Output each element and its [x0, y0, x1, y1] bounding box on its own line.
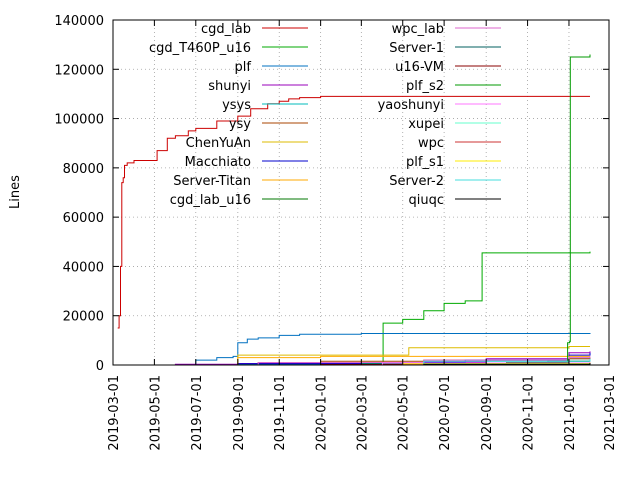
legend-label: yaoshunyi — [378, 98, 444, 113]
x-tick-label: 2020-07-01 — [438, 375, 453, 451]
x-axis-ticks: 2019-03-01 2019-05-01 2019-07-01 2019-09-01… — [107, 20, 618, 451]
series-line-plf — [175, 333, 591, 366]
gridlines — [113, 20, 609, 365]
y-axis-ticks: 0 20000 40000 60000 80000 100000 120000 140000 — [54, 14, 609, 374]
legend-label: plf_s2 — [406, 79, 444, 94]
x-tick-label: 2019-03-01 — [107, 375, 122, 451]
x-tick-label: 2019-09-01 — [232, 375, 247, 451]
y-tick-label: 80000 — [63, 162, 104, 177]
x-tick-label: 2021-01-01 — [563, 375, 578, 451]
y-tick-label: 20000 — [63, 310, 104, 325]
x-tick-label: 2020-01-01 — [315, 375, 330, 451]
y-tick-label: 40000 — [63, 260, 104, 275]
x-tick-label: 2020-11-01 — [522, 375, 537, 451]
series-lines — [117, 54, 591, 366]
x-tick-label: 2019-05-01 — [148, 375, 163, 451]
legend-label: ysys — [222, 98, 251, 113]
legend-label: plf — [235, 60, 252, 75]
legend-label: cgd_lab_u16 — [170, 193, 251, 208]
legend-label: Server-2 — [389, 174, 444, 189]
x-tick-label: 2020-05-01 — [397, 375, 412, 451]
legend-label: u16-VM — [395, 60, 444, 75]
y-tick-label: 140000 — [54, 14, 104, 29]
series-line-cgd_lab — [117, 95, 590, 329]
legend-label: Macchiato — [185, 155, 251, 170]
legend-label: xupei — [408, 117, 444, 132]
legend-label: Server-Titan — [173, 174, 251, 189]
legend-label: cgd_T460P_u16 — [149, 41, 251, 56]
y-tick-label: 0 — [96, 359, 104, 374]
legend-label: Server-1 — [389, 41, 444, 56]
x-tick-label: 2019-07-01 — [190, 375, 205, 451]
legend-label: ysy — [229, 117, 251, 132]
legend-label: qiuqc — [408, 193, 444, 208]
series-line-cgd_T460P_u16 — [382, 251, 591, 366]
y-tick-label: 100000 — [54, 113, 104, 128]
y-axis-label: Lines — [8, 175, 23, 209]
x-tick-label: 2019-11-01 — [273, 375, 288, 451]
legend-label: shunyi — [208, 79, 251, 94]
series-line-plf_s2 — [560, 54, 591, 366]
y-tick-label: 120000 — [54, 63, 104, 78]
legend-label: plf_s1 — [406, 155, 444, 170]
legend-label: ChenYuAn — [186, 136, 251, 151]
legend-label: wpc — [418, 136, 444, 151]
legend-label: cgd_lab — [201, 22, 251, 37]
legend-label: wpc_lab — [392, 22, 444, 37]
y-tick-label: 60000 — [63, 211, 104, 226]
x-tick-label: 2020-03-01 — [355, 375, 370, 451]
x-tick-label: 2021-03-01 — [603, 375, 618, 451]
series-line-wpc_lab — [154, 356, 591, 366]
x-tick-label: 2020-09-01 — [480, 375, 495, 451]
